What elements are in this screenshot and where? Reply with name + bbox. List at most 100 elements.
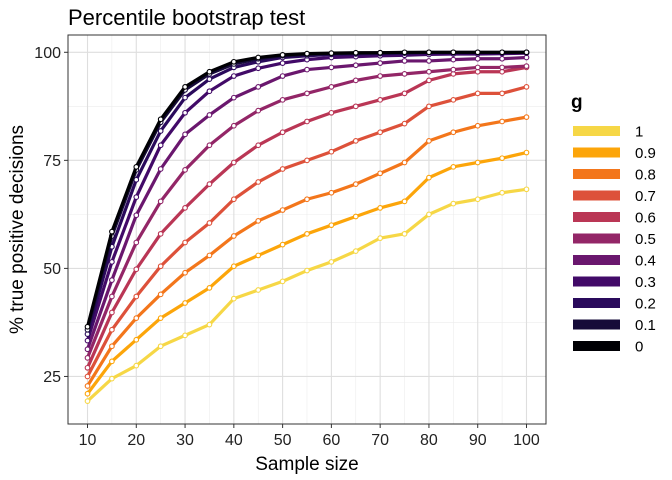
data-point — [84, 373, 91, 380]
data-point — [157, 128, 164, 134]
data-point — [182, 269, 188, 276]
data-point — [328, 84, 335, 90]
x-tick-label: 90 — [469, 432, 487, 449]
data-point — [377, 170, 384, 177]
data-point — [304, 230, 310, 237]
data-point — [157, 166, 164, 172]
data-point — [474, 122, 481, 129]
legend-item-0.6: 0.6 — [573, 210, 656, 227]
data-point — [230, 94, 237, 101]
data-point — [328, 222, 335, 229]
data-point — [109, 375, 115, 382]
x-tick-label: 60 — [322, 432, 340, 449]
data-point — [230, 263, 237, 270]
data-point — [84, 364, 91, 371]
data-point — [474, 49, 481, 56]
data-point — [328, 259, 335, 265]
data-point — [206, 112, 213, 118]
legend-key — [573, 233, 620, 244]
data-point — [279, 96, 286, 103]
data-point — [377, 235, 384, 241]
legend-item-0: 0 — [573, 339, 643, 356]
data-point — [206, 220, 213, 226]
data-point — [182, 167, 188, 173]
data-point — [109, 309, 115, 316]
y-tick-label: 75 — [43, 153, 61, 170]
legend-item-0.9: 0.9 — [573, 145, 656, 162]
data-point — [499, 189, 505, 196]
data-point — [352, 62, 359, 69]
data-point — [84, 398, 91, 404]
data-point — [84, 383, 91, 389]
data-point — [109, 343, 115, 350]
data-point — [109, 358, 115, 365]
data-point — [133, 266, 140, 273]
data-point — [474, 55, 481, 62]
y-tick-label: 25 — [43, 369, 61, 386]
data-point — [450, 66, 457, 73]
data-point — [426, 58, 432, 64]
data-point — [450, 49, 457, 56]
data-point — [499, 64, 505, 71]
legend-key — [573, 212, 620, 222]
data-point — [523, 84, 530, 90]
data-point — [304, 267, 310, 274]
data-point — [255, 142, 262, 149]
series-0.5 — [84, 63, 530, 361]
data-point — [157, 315, 164, 321]
data-point — [426, 174, 432, 181]
data-point — [279, 129, 286, 136]
legend-title: g — [571, 92, 583, 113]
data-point — [328, 109, 335, 116]
data-point — [206, 285, 213, 291]
data-point — [84, 337, 91, 344]
data-point — [230, 196, 237, 203]
data-point — [474, 196, 481, 203]
series-group — [84, 49, 530, 404]
data-point — [426, 49, 432, 56]
legend-label: 0.7 — [635, 188, 656, 205]
legend-key — [573, 147, 620, 158]
legend-label: 0.3 — [635, 274, 656, 291]
data-point — [279, 241, 286, 248]
legend-label: 0.4 — [635, 253, 656, 270]
legend-key — [573, 169, 620, 179]
legend-item-1: 1 — [573, 124, 643, 141]
data-point — [499, 49, 505, 56]
legend-label: 0.6 — [635, 210, 656, 227]
data-point — [109, 277, 115, 283]
data-point — [499, 55, 505, 62]
legend-label: 0.9 — [635, 145, 656, 162]
data-point — [279, 278, 286, 285]
x-tick-label: 80 — [420, 432, 438, 449]
data-point — [206, 181, 213, 187]
data-point — [230, 295, 237, 302]
data-point — [401, 49, 408, 56]
data-point — [401, 198, 408, 205]
legend-item-0.3: 0.3 — [573, 274, 656, 291]
data-point — [255, 84, 262, 90]
data-point — [230, 233, 237, 239]
data-point — [499, 90, 505, 97]
data-point — [133, 336, 140, 343]
data-point — [230, 122, 237, 129]
data-point — [304, 157, 310, 164]
data-point — [352, 248, 359, 254]
data-point — [133, 212, 140, 219]
x-tick-label: 30 — [176, 432, 194, 449]
data-point — [523, 186, 530, 193]
plot-panel — [67, 34, 547, 425]
data-point — [109, 293, 115, 300]
data-point — [401, 71, 408, 77]
legend-item-0.8: 0.8 — [573, 167, 656, 184]
series-0 — [84, 49, 530, 330]
data-point — [182, 332, 188, 339]
legend-label: 0.5 — [635, 231, 656, 248]
data-point — [304, 196, 310, 203]
x-tick-label: 100 — [513, 432, 540, 449]
legend-item-0.2: 0.2 — [573, 296, 656, 313]
data-point — [352, 213, 359, 220]
data-point — [328, 148, 335, 155]
data-point — [133, 315, 140, 321]
data-point — [474, 90, 481, 97]
